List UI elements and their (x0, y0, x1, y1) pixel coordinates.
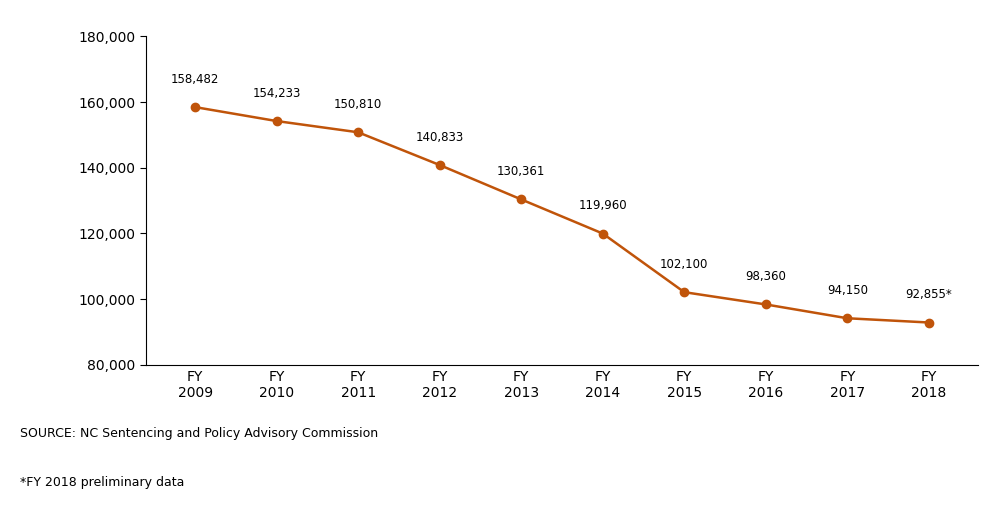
Text: 119,960: 119,960 (579, 199, 627, 212)
Text: 140,833: 140,833 (415, 131, 464, 144)
Text: 92,855*: 92,855* (905, 288, 953, 301)
Text: 94,150: 94,150 (827, 284, 868, 297)
Text: SOURCE: NC Sentencing and Policy Advisory Commission: SOURCE: NC Sentencing and Policy Advisor… (20, 427, 378, 440)
Text: *FY 2018 preliminary data: *FY 2018 preliminary data (20, 476, 184, 489)
Text: 154,233: 154,233 (252, 86, 300, 100)
Text: 98,360: 98,360 (745, 270, 786, 283)
Text: 102,100: 102,100 (660, 258, 709, 271)
Text: 150,810: 150,810 (334, 98, 382, 111)
Text: 158,482: 158,482 (171, 73, 220, 86)
Text: 130,361: 130,361 (497, 165, 545, 178)
